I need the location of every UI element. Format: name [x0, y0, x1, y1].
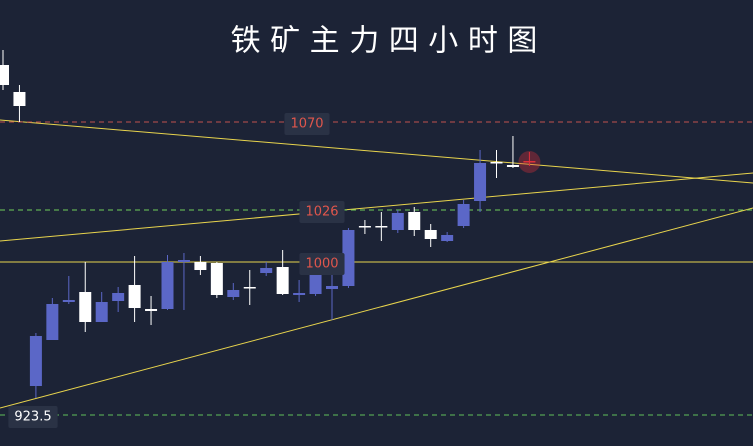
candle-body	[210, 263, 223, 295]
candle-body	[358, 226, 371, 228]
candle-body	[408, 212, 421, 230]
level-label: 1026	[299, 201, 345, 223]
trend-lines	[0, 119, 753, 409]
candle-body	[506, 165, 519, 167]
candle-body	[523, 161, 536, 163]
trend-line	[0, 207, 753, 409]
candle-body	[79, 292, 92, 322]
candle-body	[326, 286, 338, 289]
level-label-box	[299, 253, 345, 275]
candle-body	[13, 92, 26, 106]
candle-body	[391, 213, 404, 230]
candle-body	[260, 268, 273, 273]
candle-body	[227, 290, 240, 297]
trend-line	[0, 119, 753, 184]
level-label-text: 1026	[305, 205, 338, 220]
candle-body	[474, 163, 487, 201]
level-label: 1070	[284, 113, 330, 135]
candle-body	[375, 226, 388, 228]
level-label: 923.5	[8, 406, 58, 428]
candle-body	[293, 293, 306, 295]
candle-body	[112, 293, 125, 301]
candle-body	[243, 287, 256, 289]
candle-body	[342, 230, 355, 286]
level-label-box	[299, 201, 345, 223]
level-label-text: 923.5	[14, 410, 51, 425]
candle-body	[276, 267, 289, 294]
candle-body	[128, 285, 141, 308]
level-label-box	[284, 113, 330, 135]
level-label-text: 1070	[290, 117, 323, 132]
candle-body	[161, 262, 174, 309]
candle-body	[441, 235, 454, 241]
candle-body	[490, 162, 503, 164]
candle-body	[194, 262, 207, 270]
candle-body	[177, 260, 190, 262]
candle-body	[95, 302, 108, 322]
candle-body	[145, 309, 158, 311]
candle-body	[62, 300, 75, 302]
candle-body	[46, 304, 59, 340]
candle-body	[0, 65, 9, 85]
level-label-box	[8, 406, 58, 428]
candle-body	[457, 204, 470, 226]
level-label: 1000	[299, 253, 345, 275]
trend-line	[0, 172, 753, 242]
candle-body	[29, 336, 42, 386]
candle-body	[424, 230, 437, 239]
chart-title: 铁 矿 主 力 四 小 时 图	[231, 24, 538, 59]
level-label-text: 1000	[305, 257, 338, 272]
